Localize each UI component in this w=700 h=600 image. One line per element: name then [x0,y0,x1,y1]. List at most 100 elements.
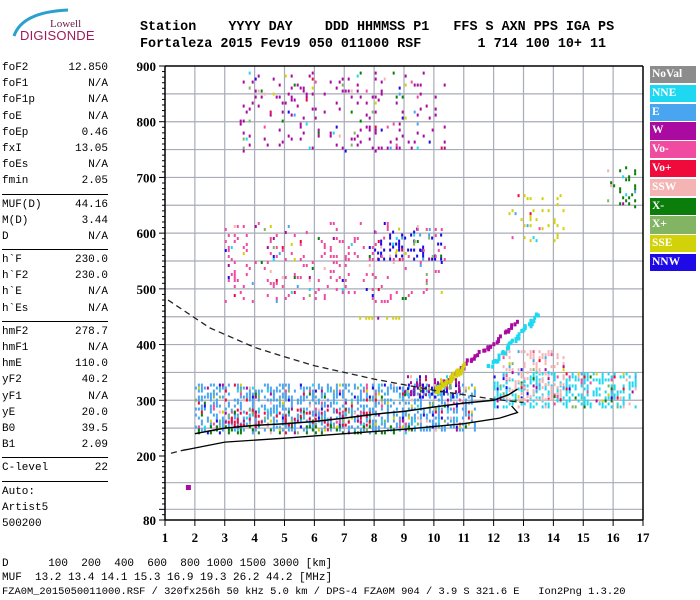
echo-point [317,128,320,132]
echo-point [257,389,260,393]
param-name: h`Es [2,302,29,315]
echo-point [523,386,526,390]
echo-point [284,101,287,105]
echo-point [437,393,439,397]
echo-point [299,401,302,405]
echo-point [419,389,422,393]
echo-point [332,131,335,135]
echo-point [634,205,637,209]
echo-point [293,83,296,87]
echo-point [287,410,290,414]
echo-point [260,95,263,99]
echo-point [281,416,284,420]
echo-point [547,383,550,387]
echo-point [317,410,320,414]
echo-point [619,405,622,409]
echo-point [233,285,236,288]
echo-point [589,405,592,409]
echo-point [510,323,514,328]
echo-point [395,101,398,105]
echo-point [203,401,206,405]
echo-point [227,249,230,252]
echo-point [323,395,326,399]
param-name: hmE [2,358,22,371]
echo-point [218,431,221,435]
echo-point [323,425,326,429]
echo-point [236,279,239,282]
echo-point [350,416,353,420]
echo-point [452,376,456,381]
echo-point [489,344,493,349]
echo-point [436,384,440,389]
echo-point [401,258,404,261]
echo-point [215,401,218,405]
echo-point [356,237,359,240]
echo-point [245,249,248,252]
echo-point [347,291,350,294]
echo-point [233,279,236,282]
echo-point [634,387,637,391]
echo-point [434,255,437,258]
echo-point [529,402,532,406]
echo-point [365,404,368,408]
echo-point [272,419,275,423]
echo-point [446,375,448,379]
echo-point [293,417,296,421]
echo-point [532,209,535,213]
legend-item-noval: NoVal [650,66,696,84]
echo-point [526,353,529,357]
echo-point [464,361,468,366]
echo-point [341,410,344,414]
echo-point [311,395,314,399]
echo-point [278,398,281,402]
echo-point [568,378,571,382]
echo-point [634,405,637,409]
echo-point [505,374,508,378]
echo-point [266,425,269,429]
echo-point [320,404,323,408]
echo-point [416,386,419,390]
echo-point [359,95,362,99]
echo-point [398,227,401,231]
echo-point [449,395,452,399]
param-name: foEs [2,159,29,172]
echo-point [338,134,341,138]
echo-point [634,372,637,376]
echo-point [455,381,457,385]
echo-point [446,392,449,396]
echo-point [290,428,293,432]
echo-point [467,416,470,420]
echo-point [365,389,368,393]
echo-point [473,407,476,411]
autoscaling-info: Artist5 [2,501,49,514]
echo-point [511,389,514,393]
echo-point [492,342,496,347]
echo-point [607,396,610,400]
echo-point [547,353,550,357]
x-tick-label: 17 [637,530,651,545]
echo-point [410,407,413,411]
echo-point [459,370,463,375]
echo-point [634,381,637,385]
echo-point [230,422,233,426]
echo-point [359,392,362,396]
echo-point [368,116,371,120]
echo-point [493,387,496,391]
echo-point [371,95,374,99]
echo-point [613,184,616,188]
echo-point [344,386,347,390]
echo-point [329,423,332,427]
echo-point [404,425,407,429]
echo-point [577,378,580,382]
echo-point [571,375,574,379]
echo-point [580,381,583,385]
echo-point [513,322,517,327]
echo-point [556,390,559,394]
echo-point [371,273,374,276]
echo-point [299,419,302,423]
echo-point [377,258,380,261]
echo-point [404,116,407,120]
echo-point [269,419,272,423]
echo-point [601,402,604,406]
echo-point [517,350,520,354]
